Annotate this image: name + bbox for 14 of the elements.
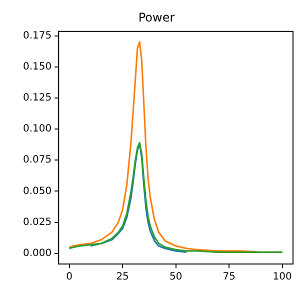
y-tick-label: 0.000 bbox=[22, 248, 52, 260]
y-tick-label: 0.150 bbox=[22, 61, 52, 72]
y-tick-label: 0.100 bbox=[22, 124, 52, 135]
chart-title: Power bbox=[138, 10, 175, 24]
y-tick-label: 0.175 bbox=[22, 30, 52, 42]
x-tick-label: 25 bbox=[116, 272, 129, 283]
x-tick-label: 0 bbox=[66, 272, 72, 283]
y-tick-label: 0.075 bbox=[22, 154, 52, 166]
y-tick-label: 0.050 bbox=[22, 186, 52, 197]
y-tick-label: 0.125 bbox=[22, 92, 52, 104]
x-tick-label: 100 bbox=[272, 272, 292, 283]
x-tick-label: 50 bbox=[169, 272, 182, 283]
x-tick-label: 75 bbox=[222, 272, 236, 283]
y-tick-label: 0.025 bbox=[22, 216, 52, 228]
